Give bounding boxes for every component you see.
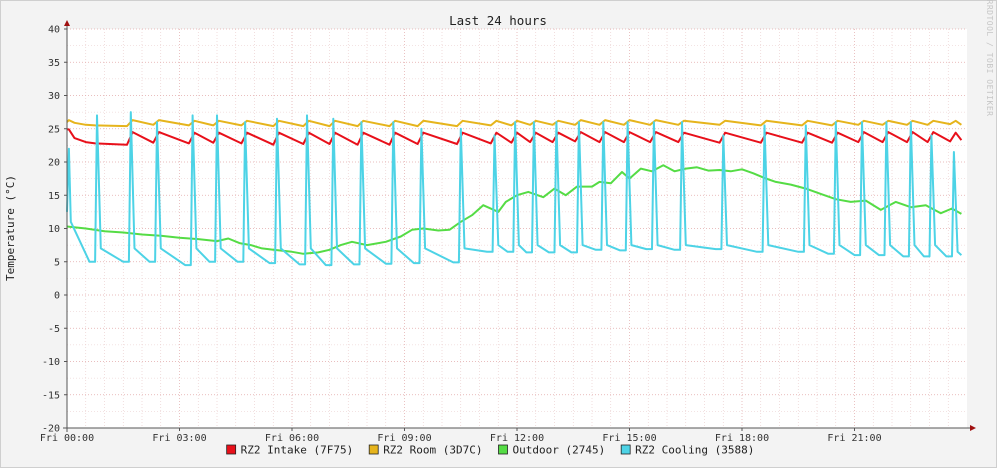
legend-swatch-1 <box>226 444 237 455</box>
series-line-1 <box>67 128 963 146</box>
y-tick-label: 25 <box>48 124 60 135</box>
legend-label-4: RZ2 Cooling (3588) <box>635 444 754 457</box>
y-tick-label: -20 <box>42 424 60 435</box>
series-line-4 <box>66 111 963 267</box>
x-tick-label: Fri 09:00 <box>377 433 431 444</box>
x-tick-labels: Fri 00:00 Fri 03:00 Fri 06:00 Fri 09:00 Fri … <box>40 428 882 444</box>
x-tick-label: Fri 00:00 <box>40 433 94 444</box>
legend-swatch-2 <box>368 444 379 455</box>
y-tick-label: 5 <box>54 257 60 268</box>
y-axis-arrow <box>64 20 70 26</box>
series-line-2 <box>66 119 962 128</box>
y-tick-label: -10 <box>42 357 60 368</box>
y-tick-label: -15 <box>42 390 60 401</box>
y-tick-labels: -20 -15 -10 -5 0 5 10 15 20 25 30 35 40 <box>42 25 67 435</box>
legend-label-1: RZ2 Intake (7F75) <box>241 444 354 457</box>
y-tick-label: 30 <box>48 91 60 102</box>
y-axis-title: Temperature (°C) <box>4 175 17 281</box>
y-tick-label: 0 <box>54 291 60 302</box>
legend-swatch-3 <box>498 444 508 455</box>
rrdtool-watermark: RRDTOOL / TOBI OETIKER <box>985 0 994 116</box>
y-tick-label: 40 <box>48 25 60 36</box>
series-line-3 <box>66 164 962 255</box>
y-tick-label: -5 <box>48 324 60 335</box>
legend-label-3: Outdoor (2745) <box>513 444 606 457</box>
y-tick-label: 20 <box>48 158 60 169</box>
x-tick-label: Fri 06:00 <box>265 433 319 444</box>
x-axis-arrow <box>970 425 976 431</box>
y-tick-label: 10 <box>48 224 60 235</box>
x-tick-label: Fri 21:00 <box>827 433 881 444</box>
x-tick-label: Fri 03:00 <box>152 433 206 444</box>
x-tick-label: Fri 12:00 <box>490 433 544 444</box>
legend-swatch-4 <box>620 444 631 455</box>
y-tick-label: 15 <box>48 191 60 202</box>
x-tick-label: Fri 18:00 <box>715 433 769 444</box>
series-layer <box>66 111 963 267</box>
y-tick-label: 35 <box>48 58 60 69</box>
chart-title: Last 24 hours <box>449 13 547 28</box>
legend: RZ2 Intake (7F75) RZ2 Room (3D7C) Outdoor … <box>226 444 754 457</box>
legend-label-2: RZ2 Room (3D7C) <box>383 444 482 457</box>
x-tick-label: Fri 15:00 <box>602 433 656 444</box>
